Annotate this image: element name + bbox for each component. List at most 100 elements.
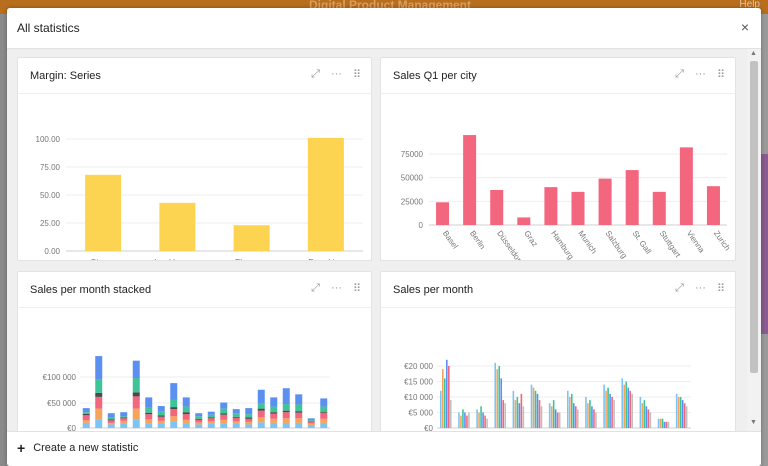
stack-segment: [257, 403, 265, 409]
grouped-bar: [645, 406, 648, 428]
grouped-bar: [609, 393, 611, 428]
stack-segment: [107, 413, 115, 418]
modal-footer: + Create a new statistic: [7, 431, 761, 466]
grouped-bar: [512, 390, 515, 428]
stack-segment: [295, 422, 303, 428]
stack-segment: [320, 418, 328, 423]
stack-segment: [320, 422, 328, 428]
stack-segment: [207, 411, 215, 415]
statistic-card-margin-series: Margin: Series ⤢ ··· ⠿ 0.00 25.00 50.00 75.…: [17, 57, 372, 261]
stack-segment: [107, 419, 115, 421]
grouped-bar: [522, 406, 525, 428]
grouped-bar: [685, 406, 688, 428]
grouped-bar: [494, 362, 497, 428]
grouped-bar: [530, 384, 533, 428]
card-title: Margin: Series: [30, 70, 101, 82]
expand-icon[interactable]: ⤢: [675, 282, 684, 294]
stack-segment: [220, 408, 228, 414]
y-tick-label: 25000: [401, 197, 424, 206]
drag-handle-icon[interactable]: ⠿: [716, 283, 725, 295]
grouped-bar: [458, 412, 460, 428]
card-toolbar: ⤢ ··· ⠿: [675, 282, 725, 295]
stack-segment: [220, 419, 228, 424]
grouped-bar: [520, 393, 523, 428]
grouped-bar: [607, 387, 609, 428]
drag-handle-icon[interactable]: ⠿: [352, 283, 361, 295]
stack-segment: [95, 392, 103, 397]
grouped-bar: [460, 415, 462, 428]
expand-icon[interactable]: ⤢: [675, 68, 684, 80]
stack-segment: [95, 396, 103, 409]
stack-segment: [95, 408, 103, 420]
more-icon[interactable]: ···: [694, 282, 706, 294]
stack-segment: [195, 419, 203, 423]
stack-segment: [195, 422, 203, 425]
grouped-bar: [440, 390, 442, 428]
stack-segment: [245, 418, 253, 422]
create-statistic-button[interactable]: + Create a new statistic: [17, 441, 138, 455]
stack-segment: [145, 412, 153, 415]
grouped-bar: [550, 406, 553, 428]
stack-segment: [220, 413, 228, 415]
stack-segment: [270, 406, 278, 413]
stack-segment: [145, 419, 153, 424]
x-tick-label: Elegance: [235, 258, 269, 260]
drag-handle-icon[interactable]: ⠿: [352, 69, 361, 81]
stack-segment: [120, 412, 128, 417]
vertical-scrollbar[interactable]: ▲ ▼: [747, 49, 761, 431]
grouped-bar: [538, 400, 541, 428]
grouped-bar: [496, 369, 499, 428]
scroll-down-arrow-icon[interactable]: ▼: [750, 419, 757, 426]
x-tick-label: Munich: [576, 229, 598, 255]
card-title: Sales Q1 per city: [393, 70, 477, 82]
stack-segment: [145, 407, 153, 413]
stack-segment: [232, 417, 240, 422]
statistics-modal: All statistics × Margin: Series ⤢ ··· ⠿ …: [7, 8, 761, 466]
stack-segment: [257, 417, 265, 423]
grouped-bar: [571, 393, 573, 428]
stack-segment: [170, 416, 178, 422]
grouped-bar: [552, 400, 555, 428]
y-tick-label: €15 000: [404, 378, 433, 387]
stack-segment: [82, 408, 90, 413]
grouped-bar: [448, 366, 450, 428]
grouped-bar: [444, 378, 446, 428]
modal-title: All statistics: [17, 21, 80, 35]
drag-handle-icon[interactable]: ⠿: [716, 69, 725, 81]
stack-segment: [270, 413, 278, 419]
grouped-bar: [480, 406, 482, 428]
stack-segment: [307, 421, 315, 422]
stack-segment: [95, 356, 103, 380]
expand-icon[interactable]: ⤢: [311, 68, 320, 80]
grouped-bar: [534, 390, 537, 428]
close-icon[interactable]: ×: [740, 19, 749, 35]
grouped-bar: [589, 400, 591, 428]
stack-segment: [307, 421, 315, 424]
y-tick-label: 50.00: [40, 191, 61, 200]
stack-segment: [307, 418, 315, 421]
scroll-up-arrow-icon[interactable]: ▲: [750, 50, 757, 57]
y-tick-label: €100 000: [43, 373, 77, 382]
more-icon[interactable]: ···: [330, 282, 342, 294]
card-divider: [18, 307, 371, 308]
card-title: Sales per month stacked: [30, 284, 152, 296]
more-icon[interactable]: ···: [694, 68, 706, 80]
stack-segment: [207, 423, 215, 428]
more-icon[interactable]: ···: [330, 68, 342, 80]
grouped-bar: [661, 418, 664, 428]
statistics-grid: Margin: Series ⤢ ··· ⠿ 0.00 25.00 50.00 75.…: [7, 49, 747, 431]
stack-segment: [120, 423, 128, 428]
grouped-bar: [577, 409, 579, 428]
stack-segment: [245, 421, 253, 425]
stack-segment: [145, 397, 153, 408]
x-tick-label: Zurich: [712, 229, 732, 252]
sales-per-month-stacked-chart: €0€50 000€100 000Alte Posts...Grabenpark…: [43, 356, 330, 431]
grouped-bar: [625, 381, 628, 428]
stack-segment: [145, 423, 153, 428]
grouped-bar: [627, 387, 630, 428]
x-tick-label: Hamburg: [549, 229, 575, 260]
stack-segment: [232, 413, 240, 417]
stack-segment: [182, 412, 190, 415]
expand-icon[interactable]: ⤢: [311, 282, 320, 294]
scrollbar-thumb[interactable]: [750, 61, 758, 373]
